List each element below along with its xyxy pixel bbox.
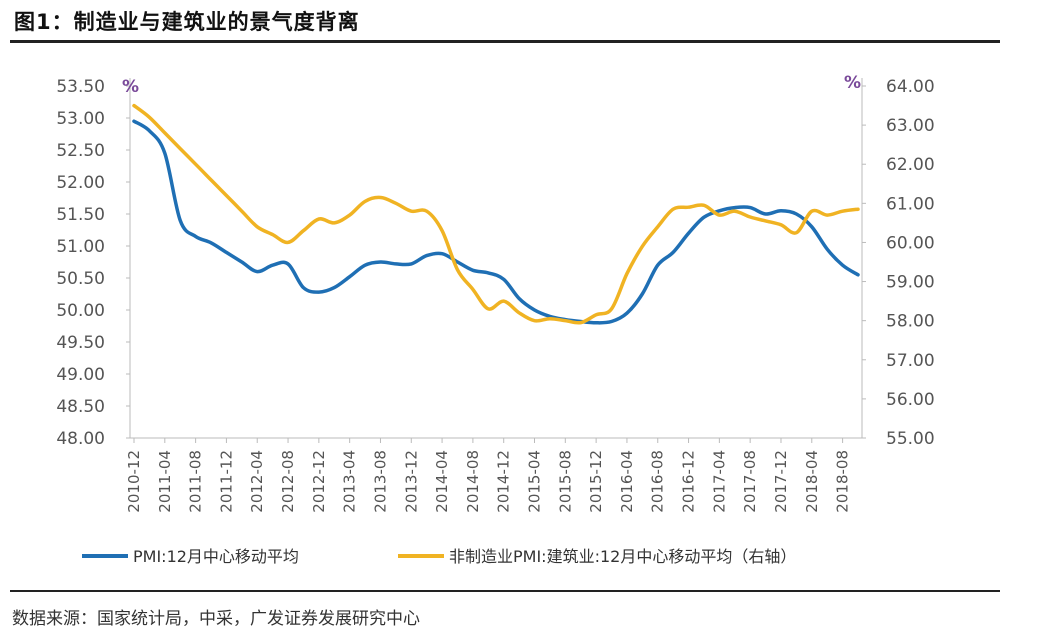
x-tick-label: 2016-04 bbox=[618, 450, 636, 513]
chart-axes: 48.00 48.50 49.00 49.50 50.00 50.50 51.00 51.50… bbox=[56, 73, 934, 513]
left-tick-label: 53.00 bbox=[56, 109, 105, 129]
right-tick-label: 56.00 bbox=[886, 390, 935, 410]
series-line-construction bbox=[132, 103, 860, 325]
line-chart: 48.00 48.50 49.00 49.50 50.00 50.50 51.00 51.50… bbox=[56, 73, 934, 566]
top-rule bbox=[10, 40, 1000, 43]
x-tick-label: 2016-12 bbox=[680, 450, 698, 513]
right-tick-label: 63.00 bbox=[886, 116, 935, 136]
x-tick-label: 2011-04 bbox=[156, 450, 174, 513]
left-tick-label: 50.50 bbox=[56, 269, 105, 289]
x-tick-label: 2011-12 bbox=[217, 450, 235, 513]
x-tick-label: 2015-12 bbox=[587, 450, 605, 513]
x-tick-label: 2017-04 bbox=[710, 450, 728, 513]
x-tick-label: 2014-04 bbox=[433, 450, 451, 513]
left-tick-label: 48.00 bbox=[56, 429, 105, 449]
right-tick-label: 62.00 bbox=[886, 155, 935, 175]
x-tick-label: 2018-04 bbox=[803, 450, 821, 513]
left-tick-label: 49.00 bbox=[56, 365, 105, 385]
right-tick-label: 59.00 bbox=[886, 273, 935, 293]
right-tick-label: 58.00 bbox=[886, 312, 935, 332]
x-tick-label: 2012-04 bbox=[248, 450, 266, 513]
left-tick-label: 51.50 bbox=[56, 205, 105, 225]
left-tick-label: 48.50 bbox=[56, 397, 105, 417]
right-unit-label: % bbox=[844, 73, 861, 93]
x-tick-label: 2011-08 bbox=[187, 450, 205, 513]
left-tick-label: 52.00 bbox=[56, 173, 105, 193]
right-tick-label: 57.00 bbox=[886, 351, 935, 371]
chart-legend: PMI:12月中心移动平均 非制造业PMI:建筑业:12月中心移动平均（右轴） bbox=[82, 547, 796, 566]
right-tick-label: 64.00 bbox=[886, 77, 935, 97]
legend-label-construction: 非制造业PMI:建筑业:12月中心移动平均（右轴） bbox=[449, 547, 796, 566]
left-tick-label: 52.50 bbox=[56, 141, 105, 161]
x-tick-label: 2015-04 bbox=[526, 450, 544, 513]
left-tick-label: 50.00 bbox=[56, 301, 105, 321]
x-tick-label: 2017-08 bbox=[741, 450, 759, 513]
x-tick-label: 2013-04 bbox=[341, 450, 359, 513]
x-tick-label: 2017-12 bbox=[772, 450, 790, 513]
left-unit-label: % bbox=[122, 77, 139, 97]
right-tick-label: 55.00 bbox=[886, 429, 935, 449]
source-note: 数据来源：国家统计局，中采，广发证券发展研究中心 bbox=[12, 609, 420, 629]
right-tick-label: 61.00 bbox=[886, 194, 935, 214]
x-tick-label: 2013-08 bbox=[371, 450, 389, 513]
right-tick-label: 60.00 bbox=[886, 233, 935, 253]
figure-title: 图1：制造业与建筑业的景气度背离 bbox=[14, 10, 360, 34]
x-tick-label: 2012-08 bbox=[279, 450, 297, 513]
left-tick-label: 53.50 bbox=[56, 77, 105, 97]
x-tick-label: 2014-12 bbox=[495, 450, 513, 513]
series-layer bbox=[132, 103, 860, 325]
left-tick-label: 51.00 bbox=[56, 237, 105, 257]
x-tick-label: 2016-08 bbox=[649, 450, 667, 513]
legend-label-pmi: PMI:12月中心移动平均 bbox=[133, 547, 299, 566]
x-tick-label: 2012-12 bbox=[310, 450, 328, 513]
left-tick-label: 49.50 bbox=[56, 333, 105, 353]
x-tick-label: 2014-08 bbox=[464, 450, 482, 513]
series-line-pmi bbox=[132, 119, 860, 325]
x-tick-label: 2010-12 bbox=[125, 450, 143, 513]
x-tick-label: 2013-12 bbox=[402, 450, 420, 513]
bottom-rule bbox=[10, 590, 1000, 592]
x-tick-label: 2015-08 bbox=[556, 450, 574, 513]
x-tick-label: 2018-08 bbox=[834, 450, 852, 513]
